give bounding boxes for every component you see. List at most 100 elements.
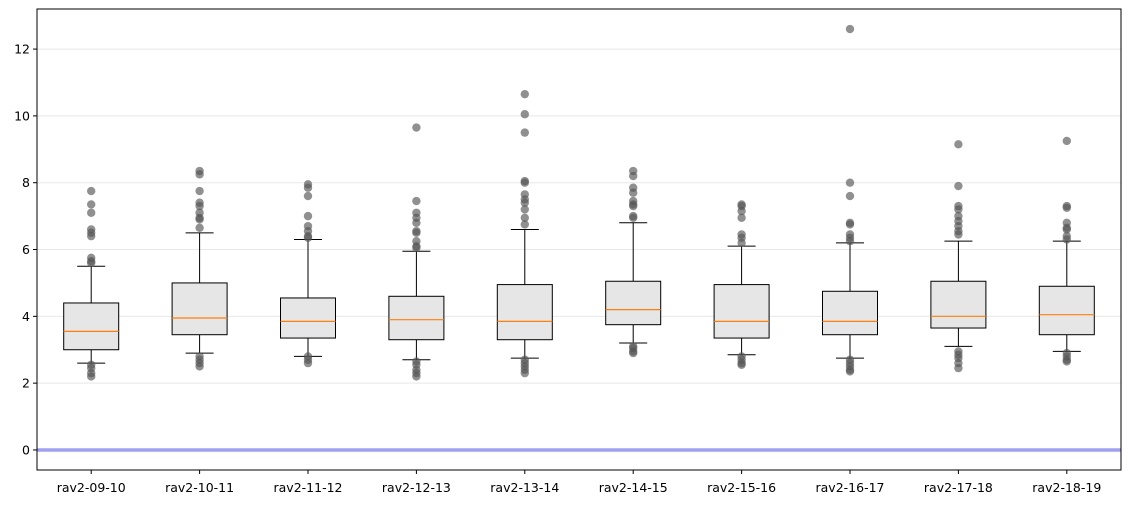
outlier-point — [520, 368, 529, 378]
outlier-point — [412, 123, 421, 132]
box-rav2-18-19 — [1038, 240, 1095, 352]
box-rav2-17-18 — [930, 240, 987, 347]
outlier-point — [845, 367, 855, 376]
box-rav2-16-17 — [822, 242, 878, 359]
iqr-box — [388, 295, 445, 341]
x-tick-label: rav2-17-18 — [924, 480, 993, 495]
y-tick-label: 2 — [22, 376, 30, 391]
outlier-point — [87, 200, 96, 209]
outlier-point — [629, 188, 638, 197]
outlier-point — [737, 213, 746, 222]
outlier-point — [629, 171, 638, 181]
box-rav2-11-12 — [280, 239, 336, 357]
box-rav2-14-15 — [605, 222, 662, 344]
box-rav2-09-10 — [63, 265, 120, 364]
x-tick-label: rav2-12-13 — [382, 480, 451, 495]
outliers-group — [87, 24, 1072, 381]
outlier-point — [195, 223, 204, 233]
y-axis: 0 2 4 6 8 10 12 — [14, 42, 37, 457]
outlier-point — [520, 128, 529, 137]
x-tick-label: rav2-11-12 — [274, 480, 343, 495]
iqr-box — [1038, 285, 1095, 336]
x-tick-label: rav2-15-16 — [707, 480, 776, 495]
outlier-point — [195, 170, 204, 179]
outlier-point — [629, 213, 638, 222]
outlier-point — [303, 358, 313, 368]
outlier-point — [412, 196, 421, 206]
outlier-point — [629, 348, 638, 358]
outlier-point — [87, 372, 96, 381]
outlier-point — [412, 372, 421, 381]
outlier-point — [954, 205, 963, 214]
outlier-point — [954, 181, 963, 191]
iqr-box — [171, 282, 228, 336]
outlier-point — [845, 220, 855, 229]
iqr-box — [713, 284, 770, 339]
outlier-point — [520, 205, 529, 214]
y-tick-label: 6 — [22, 242, 30, 257]
box-rav2-12-13 — [388, 250, 445, 361]
outlier-point — [845, 178, 855, 187]
outlier-point — [629, 201, 638, 211]
outlier-point — [303, 191, 313, 201]
outlier-point — [303, 183, 313, 192]
outlier-point — [1062, 235, 1072, 244]
outlier-point — [87, 258, 96, 268]
x-tick-label: rav2-16-17 — [816, 480, 885, 495]
iqr-box — [822, 290, 878, 336]
outlier-point — [195, 186, 204, 196]
outlier-point — [195, 201, 204, 211]
outlier-point — [87, 231, 96, 241]
x-tick-label: rav2-09-10 — [57, 480, 126, 495]
outlier-point — [845, 24, 855, 34]
outlier-point — [412, 228, 421, 238]
outlier-point — [1062, 357, 1072, 366]
iqr-box — [496, 284, 553, 341]
outlier-point — [845, 236, 855, 246]
outlier-point — [737, 206, 746, 216]
outlier-point — [195, 362, 204, 371]
iqr-box — [63, 302, 120, 351]
outlier-point — [520, 213, 529, 222]
iqr-box — [930, 280, 987, 329]
outlier-point — [303, 211, 313, 221]
outlier-point — [954, 363, 963, 373]
outlier-point — [520, 198, 529, 207]
box-rav2-13-14 — [496, 228, 553, 359]
outlier-point — [737, 238, 746, 248]
iqr-box — [280, 297, 336, 339]
x-axis: rav2-09-10 rav2-10-11 rav2-11-12 rav2-12-13… — [57, 470, 1101, 495]
outlier-point — [520, 89, 529, 99]
outlier-point — [303, 233, 313, 243]
outlier-point — [520, 178, 529, 187]
outlier-point — [1062, 136, 1072, 146]
x-tick-label: rav2-10-11 — [165, 480, 234, 495]
outlier-point — [87, 208, 96, 217]
outlier-point — [195, 215, 204, 224]
y-tick-label: 0 — [22, 442, 30, 457]
plot-frame — [36, 8, 1122, 471]
y-tick-label: 12 — [14, 42, 30, 57]
outlier-point — [845, 191, 855, 201]
outlier-point — [1062, 225, 1072, 234]
box-rav2-10-11 — [171, 232, 228, 354]
outlier-point — [520, 110, 529, 119]
iqr-box — [605, 280, 662, 326]
outlier-point — [412, 218, 421, 227]
box-rav2-15-16 — [713, 245, 770, 356]
outlier-point — [954, 140, 963, 149]
outlier-point — [412, 243, 421, 253]
y-tick-label: 10 — [14, 108, 30, 123]
y-tick-label: 4 — [22, 309, 30, 324]
outlier-point — [737, 360, 746, 369]
outlier-point — [87, 186, 96, 196]
y-tick-label: 8 — [22, 175, 30, 190]
x-tick-label: rav2-18-19 — [1032, 480, 1101, 495]
x-tick-label: rav2-13-14 — [490, 480, 559, 495]
outlier-point — [1062, 203, 1072, 212]
boxes-group — [63, 222, 1095, 364]
outlier-point — [954, 230, 963, 239]
x-tick-label: rav2-14-15 — [599, 480, 668, 495]
outlier-point — [520, 220, 529, 229]
